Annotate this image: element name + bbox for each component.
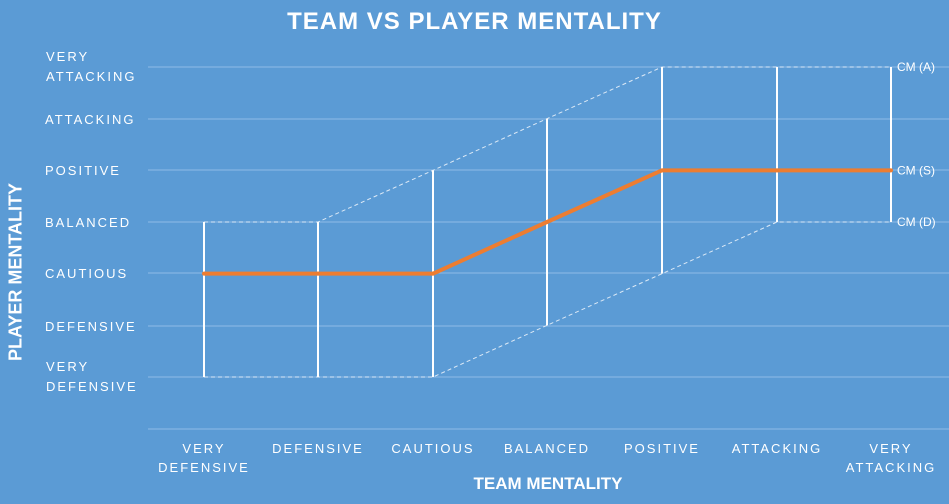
y-tick-label: ATTACKING (45, 112, 135, 127)
data-point (202, 271, 206, 276)
y-tick-label: VERY DEFENSIVE (46, 359, 138, 394)
data-point (775, 168, 779, 173)
data-point (889, 168, 893, 173)
x-axis-label: TEAM MENTALITY (473, 474, 623, 493)
chart-title: TEAM VS PLAYER MENTALITY (287, 8, 662, 35)
x-tick-label: ATTACKING (732, 441, 822, 456)
data-point (545, 220, 549, 224)
y-tick-label: VERY ATTACKING (46, 49, 136, 84)
data-point (316, 271, 320, 276)
x-tick-label: BALANCED (504, 441, 590, 456)
y-tick-label: DEFENSIVE (45, 319, 137, 334)
y-tick-label: CAUTIOUS (45, 266, 128, 281)
series-end-label: CM (D) (897, 215, 936, 229)
x-tick-label: POSITIVE (624, 441, 700, 456)
y-tick-label: POSITIVE (45, 163, 121, 178)
x-tick-label: VERY DEFENSIVE (158, 441, 250, 475)
data-point (431, 271, 435, 276)
x-tick-label: VERY ATTACKING (846, 441, 936, 475)
x-tick-label: CAUTIOUS (391, 441, 474, 456)
x-tick-label: DEFENSIVE (272, 441, 364, 456)
series-end-label: CM (S) (897, 163, 935, 177)
data-point (660, 168, 664, 173)
y-tick-label: BALANCED (45, 215, 131, 230)
series-end-label: CM (A) (897, 60, 935, 74)
